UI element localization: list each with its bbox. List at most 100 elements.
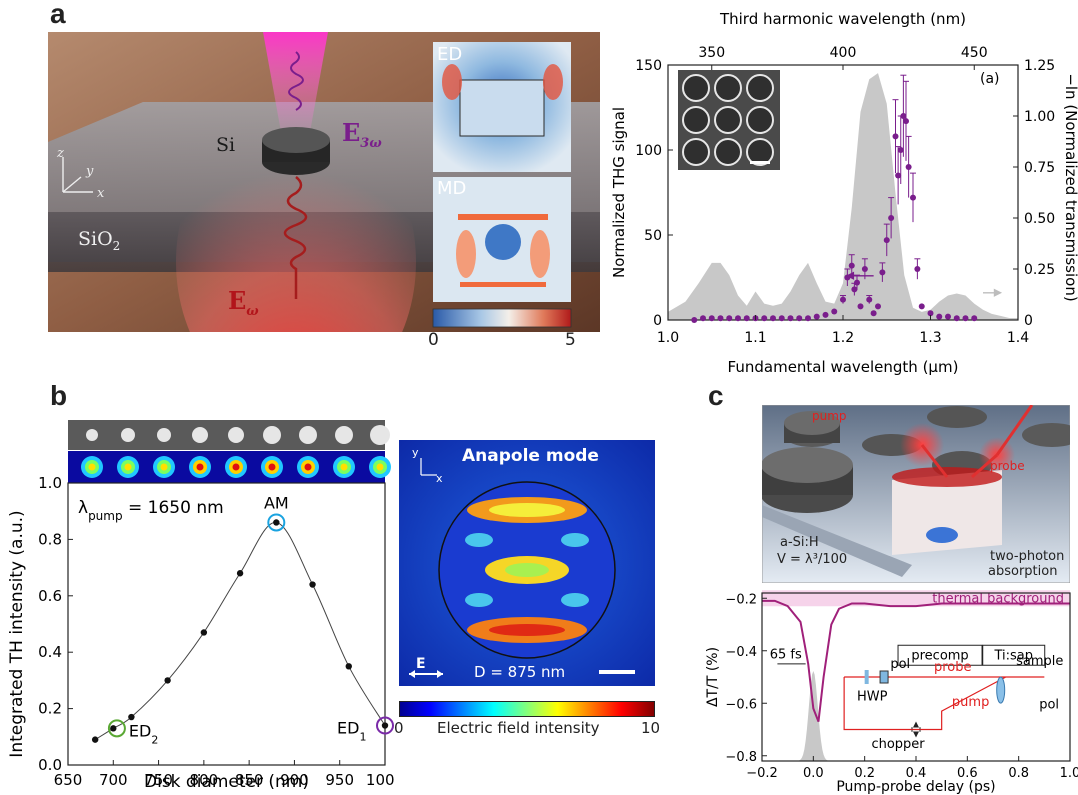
map-axis-x: x xyxy=(436,472,443,485)
x-axis-title: Fundamental wavelength (μm) xyxy=(728,358,959,376)
map-title: Anapole mode xyxy=(462,446,599,466)
thg-point xyxy=(879,269,886,276)
th-point xyxy=(91,736,99,743)
sem-disk xyxy=(714,74,742,102)
x-tick-label: 800 xyxy=(190,771,219,789)
thg-point xyxy=(900,113,907,119)
thg-point xyxy=(936,313,943,320)
thg-point xyxy=(770,315,776,322)
x-tick-label: 950 xyxy=(325,771,354,789)
thg-point xyxy=(787,315,794,322)
thg-point xyxy=(851,286,858,293)
ew-label: Eω xyxy=(228,286,259,319)
thg-point xyxy=(866,296,873,303)
pol2-label: pol xyxy=(1039,698,1059,713)
panel-letter-a: a xyxy=(50,0,66,29)
x-tick-label: 0.4 xyxy=(906,766,927,781)
th-point xyxy=(236,570,244,577)
y2-tick-label: 1.25 xyxy=(1024,58,1055,74)
x-tick-label: 650 xyxy=(54,771,83,789)
c-material-label: a-Si:H xyxy=(780,535,819,550)
panel-c-illustration xyxy=(762,405,1070,583)
axis-x-label: x xyxy=(97,186,105,201)
sem-disk xyxy=(86,429,98,441)
y-axis-title: ΔT/T (%) xyxy=(705,647,721,707)
x-tick-label: 1000 xyxy=(366,771,395,789)
x-tick-label: 1.0 xyxy=(1060,766,1078,781)
thg-point xyxy=(962,315,969,322)
c-pump-word: pump xyxy=(812,409,847,423)
x-tick-label: 700 xyxy=(99,771,128,789)
cbar-b-max: 10 xyxy=(641,719,661,737)
e3w-text: E xyxy=(342,118,361,147)
sem-disk xyxy=(714,106,742,134)
sem-disk xyxy=(335,426,353,444)
y-tick-label: 1.0 xyxy=(38,474,62,492)
thg-point xyxy=(778,315,785,322)
x-tick-label: 0.0 xyxy=(803,766,824,781)
thg-point xyxy=(743,315,750,322)
sem-disk xyxy=(682,74,710,102)
si-label: Si xyxy=(216,134,236,156)
chopper-label: chopper xyxy=(871,737,925,752)
thg-point xyxy=(910,194,916,201)
thg-point xyxy=(796,315,803,322)
thg-point xyxy=(895,172,902,179)
th-point xyxy=(345,663,352,670)
thg-point xyxy=(888,215,895,221)
sio2-sub: 2 xyxy=(112,238,121,253)
chart-a: 1.0 1.1 1.2 1.3 1.4 Fundamental wavelength (μ… xyxy=(610,10,1078,376)
thg-point xyxy=(857,303,864,310)
thg-point xyxy=(870,310,877,317)
c-tpa-label: two-photon xyxy=(990,549,1065,564)
x-tick-label: 1.3 xyxy=(919,330,941,346)
inset-ed-label: ED xyxy=(437,44,463,65)
cbar-a-min: 0 xyxy=(428,330,439,350)
panel-letter-b: b xyxy=(50,380,68,411)
y-tick-label: 0.2 xyxy=(38,700,62,718)
axis-z-label: z xyxy=(57,146,64,161)
y-tick-label: −0.4 xyxy=(725,645,757,660)
sem-strip xyxy=(68,420,385,450)
hwp-element xyxy=(864,670,869,684)
thg-point xyxy=(927,310,934,317)
probe-label: probe xyxy=(934,660,972,675)
map-axis-y: y xyxy=(412,446,419,459)
thg-point xyxy=(903,118,909,125)
dt-trace xyxy=(762,599,1070,722)
ed2-marker xyxy=(107,719,126,738)
lens xyxy=(996,676,1006,704)
sem-scale-bar xyxy=(750,161,770,164)
x-tick-label: 850 xyxy=(235,771,264,789)
thg-point xyxy=(861,266,868,272)
thermal-band xyxy=(762,590,1070,607)
chopper-shape xyxy=(911,721,921,738)
pump-label: pump xyxy=(952,695,989,710)
x-tick-label: 900 xyxy=(280,771,309,789)
transmission-area xyxy=(668,73,1018,320)
x-tick-label: −0.2 xyxy=(746,766,778,781)
thg-point xyxy=(813,313,820,320)
cbar-b-min: 0 xyxy=(394,719,404,737)
x2-axis-title: Third harmonic wavelength (nm) xyxy=(719,10,966,28)
y2-tick-label: 0.75 xyxy=(1024,160,1055,176)
sem-disk xyxy=(157,428,171,442)
pulse-shape xyxy=(797,671,829,761)
inset-md-label: MD xyxy=(437,178,467,199)
cbar-a-max: 5 xyxy=(565,330,576,350)
x2-tick-label: 450 xyxy=(961,45,988,61)
arrow-right-axis xyxy=(983,288,1003,297)
thg-point xyxy=(905,164,912,170)
c-probe-word: probe xyxy=(990,459,1025,473)
map-d-label: D = 875 nm xyxy=(474,663,566,681)
axis-y-label: y xyxy=(86,164,94,179)
c-volume-label: V = λ³/100 xyxy=(777,552,848,567)
x2-tick-label: 400 xyxy=(830,45,857,61)
th-spot-core xyxy=(88,463,96,471)
e3w-label: E3ω xyxy=(342,118,382,151)
y-tick-label: 150 xyxy=(635,58,662,74)
sem-disk xyxy=(746,138,774,166)
th-spot-core xyxy=(124,463,132,471)
sio2-text: SiO xyxy=(78,228,113,250)
th-spot-core xyxy=(376,463,384,471)
